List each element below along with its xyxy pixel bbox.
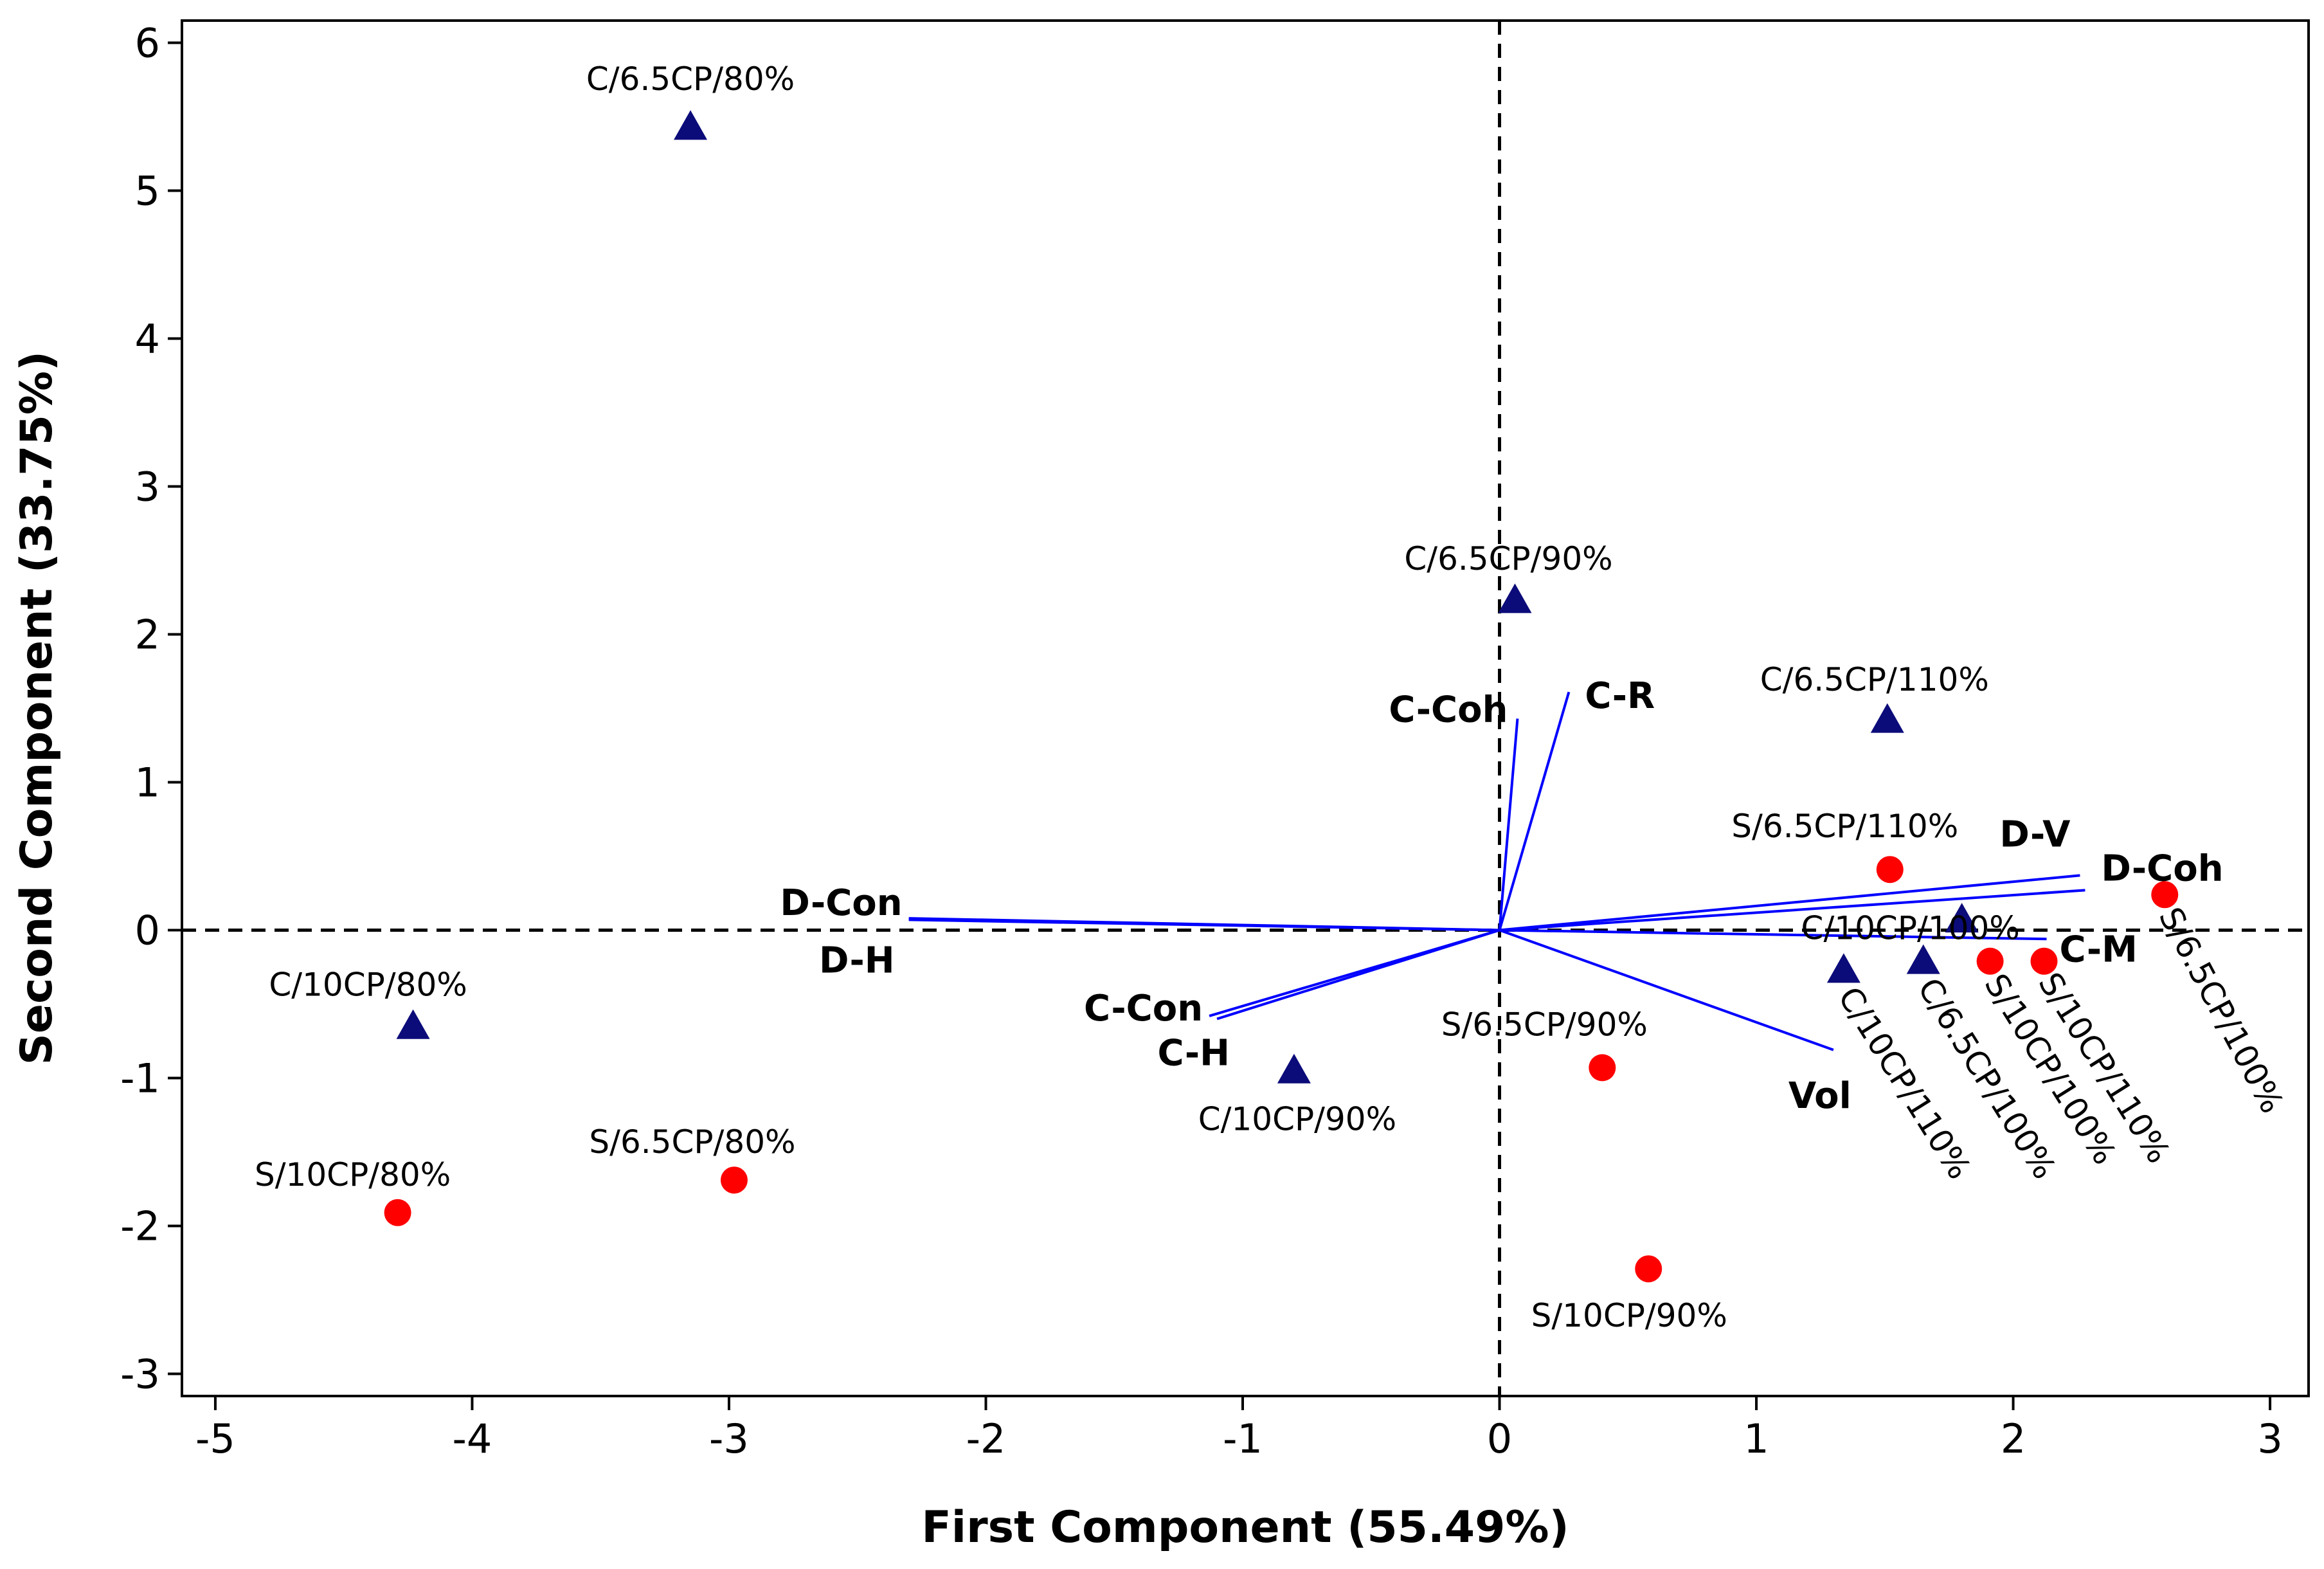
point-s-10cp-90 xyxy=(1635,1255,1662,1283)
x-tick-label: -1 xyxy=(1223,1415,1263,1462)
point-s-10cp-100 xyxy=(1976,947,2004,975)
loading-label-d-h: D-H xyxy=(819,939,895,981)
loading-vector-vol xyxy=(1499,929,1834,1051)
x-tick-label: 2 xyxy=(2001,1415,2026,1462)
y-tick-label: 0 xyxy=(135,907,160,954)
point-label-s-10cp-80: S/10CP/80% xyxy=(255,1156,451,1193)
y-tick-label: -1 xyxy=(120,1055,160,1102)
y-tick-label: 1 xyxy=(135,759,160,806)
point-label-c-10cp-80: C/10CP/80% xyxy=(269,966,467,1003)
loading-vector-c-h xyxy=(1216,929,1500,1020)
y-tick-label: 5 xyxy=(135,168,160,215)
x-tick-label: 1 xyxy=(1743,1415,1769,1462)
point-label-s-6-5cp-90: S/6.5CP/90% xyxy=(1441,1006,1648,1043)
loading-vector-d-v xyxy=(1499,874,2080,932)
point-s-6-5cp-110 xyxy=(1876,856,1904,884)
point-c-10cp-80 xyxy=(396,1009,430,1039)
point-c-6-5cp-90 xyxy=(1498,583,1532,613)
x-tick-label: -4 xyxy=(453,1415,492,1462)
loading-vector-c-r xyxy=(1498,691,1571,931)
point-c-10cp-90 xyxy=(1277,1053,1311,1084)
y-tick-label: 2 xyxy=(135,612,160,658)
x-axis-title: First Component (55.49%) xyxy=(921,1502,1569,1553)
point-label-s-6-5cp-110: S/6.5CP/110% xyxy=(1731,808,1958,845)
loading-vector-d-h xyxy=(908,918,1500,932)
loading-label-c-con: C-Con xyxy=(1084,988,1203,1029)
point-s-10cp-110 xyxy=(2030,947,2058,975)
point-label-s-6-5cp-80: S/6.5CP/80% xyxy=(589,1123,795,1161)
point-s-6-5cp-100 xyxy=(2151,881,2179,909)
loading-label-d-con: D-Con xyxy=(780,882,902,924)
x-axis-ticks: -5 -4 -3 -2 -1 0 1 2 3 xyxy=(195,1396,2283,1462)
x-tick-label: 0 xyxy=(1487,1415,1512,1462)
loading-label-c-r: C-R xyxy=(1585,675,1655,717)
loading-label-c-coh: C-Coh xyxy=(1389,689,1508,731)
loading-label-c-h: C-H xyxy=(1158,1033,1230,1075)
x-tick-label: -3 xyxy=(709,1415,749,1462)
loading-vector-d-coh xyxy=(1499,889,2085,932)
y-tick-label: 6 xyxy=(135,20,160,67)
y-axis-title: Second Component (33.75%) xyxy=(12,351,62,1065)
point-s-6-5cp-80 xyxy=(720,1166,748,1194)
point-label-s-10cp-90: S/10CP/90% xyxy=(1531,1297,1727,1334)
point-c-6-5cp-110 xyxy=(1870,703,1904,733)
x-tick-label: 3 xyxy=(2257,1415,2282,1462)
point-label-c-10cp-90: C/10CP/90% xyxy=(1198,1100,1396,1138)
point-c-10cp-110 xyxy=(1826,953,1860,983)
y-tick-label: -3 xyxy=(120,1351,160,1398)
loading-vectors xyxy=(908,691,2085,1051)
point-label-c-6-5cp-110: C/6.5CP/110% xyxy=(1760,661,1989,698)
loading-label-d-v: D-V xyxy=(1999,813,2071,855)
point-s-10cp-80 xyxy=(384,1199,411,1226)
y-axis-ticks: -3 -2 -1 0 1 2 3 4 5 6 xyxy=(120,20,182,1398)
loading-vector-c-coh xyxy=(1498,718,1519,930)
point-label-c-10cp-100: C/10CP/100% xyxy=(1801,910,2020,947)
loading-vector-c-m xyxy=(1499,929,2047,941)
x-tick-label: -5 xyxy=(195,1415,235,1462)
point-label-c-6-5cp-90: C/6.5CP/90% xyxy=(1404,540,1612,577)
point-c-6-5cp-80 xyxy=(674,110,708,140)
point-c-6-5cp-100 xyxy=(1906,944,1940,974)
loading-label-vol: Vol xyxy=(1788,1075,1851,1117)
point-label-c-6-5cp-80: C/6.5CP/80% xyxy=(586,60,795,98)
x-tick-label: -2 xyxy=(966,1415,1006,1462)
y-tick-label: 4 xyxy=(135,316,160,363)
y-tick-label: -2 xyxy=(120,1203,160,1250)
y-tick-label: 3 xyxy=(135,464,160,511)
score-points xyxy=(384,110,2179,1283)
point-c-10cp-100 xyxy=(1945,903,1979,933)
loading-label-d-coh: D-Coh xyxy=(2101,848,2223,889)
plot-frame xyxy=(181,19,2310,1397)
point-s-6-5cp-90 xyxy=(1589,1054,1616,1082)
loading-label-c-m: C-M xyxy=(2059,929,2137,970)
